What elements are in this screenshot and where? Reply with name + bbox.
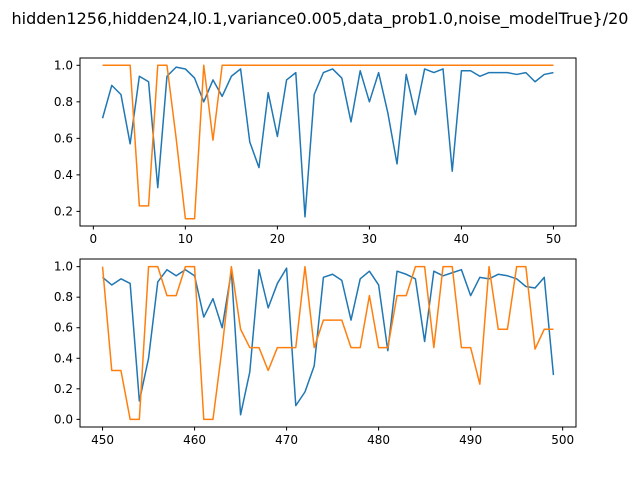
series-1-line bbox=[101, 265, 554, 421]
y-tick-label: 0.2 bbox=[54, 382, 73, 396]
x-tick-label: 50 bbox=[546, 232, 561, 246]
y-tick-label: 0.2 bbox=[54, 204, 73, 218]
series-1-line bbox=[102, 64, 554, 220]
y-tick-label: 0.4 bbox=[54, 351, 73, 365]
axes-frame bbox=[79, 258, 577, 428]
x-tick-label: 480 bbox=[367, 433, 390, 447]
y-tick-label: 0.8 bbox=[54, 290, 73, 304]
x-tick-label: 500 bbox=[551, 433, 574, 447]
x-tick-label: 30 bbox=[362, 232, 377, 246]
x-tick-label: 470 bbox=[275, 433, 298, 447]
x-tick-label: 0 bbox=[90, 232, 98, 246]
x-tick-label: 20 bbox=[270, 232, 285, 246]
y-tick-label: 0.8 bbox=[54, 95, 73, 109]
top-subplot: 0 10 20 30 40 50 0.2 0.4 0.6 0.8 1.0 bbox=[54, 57, 577, 246]
x-tick-label: 10 bbox=[178, 232, 193, 246]
series-0-line bbox=[101, 66, 554, 218]
x-tick-label: 490 bbox=[459, 433, 482, 447]
y-tick-label: 0.0 bbox=[54, 412, 73, 426]
y-tick-label: 0.4 bbox=[54, 168, 73, 182]
x-tick-label: 40 bbox=[454, 232, 469, 246]
series-0-line bbox=[102, 267, 555, 416]
bottom-subplot: 450 460 470 480 490 500 0.0 0.2 0.4 0.6 0.8 1.0 bbox=[54, 258, 577, 447]
y-tick-label: 1.0 bbox=[54, 58, 73, 72]
axes-frame bbox=[79, 57, 577, 227]
x-tick-label: 450 bbox=[91, 433, 114, 447]
y-tick-label: 0.6 bbox=[54, 131, 73, 145]
y-tick-label: 0.6 bbox=[54, 321, 73, 335]
x-tick-label: 460 bbox=[183, 433, 206, 447]
y-tick-label: 1.0 bbox=[54, 260, 73, 274]
figure-title: hidden1256,hidden24,l0.1,variance0.005,d… bbox=[12, 9, 629, 29]
